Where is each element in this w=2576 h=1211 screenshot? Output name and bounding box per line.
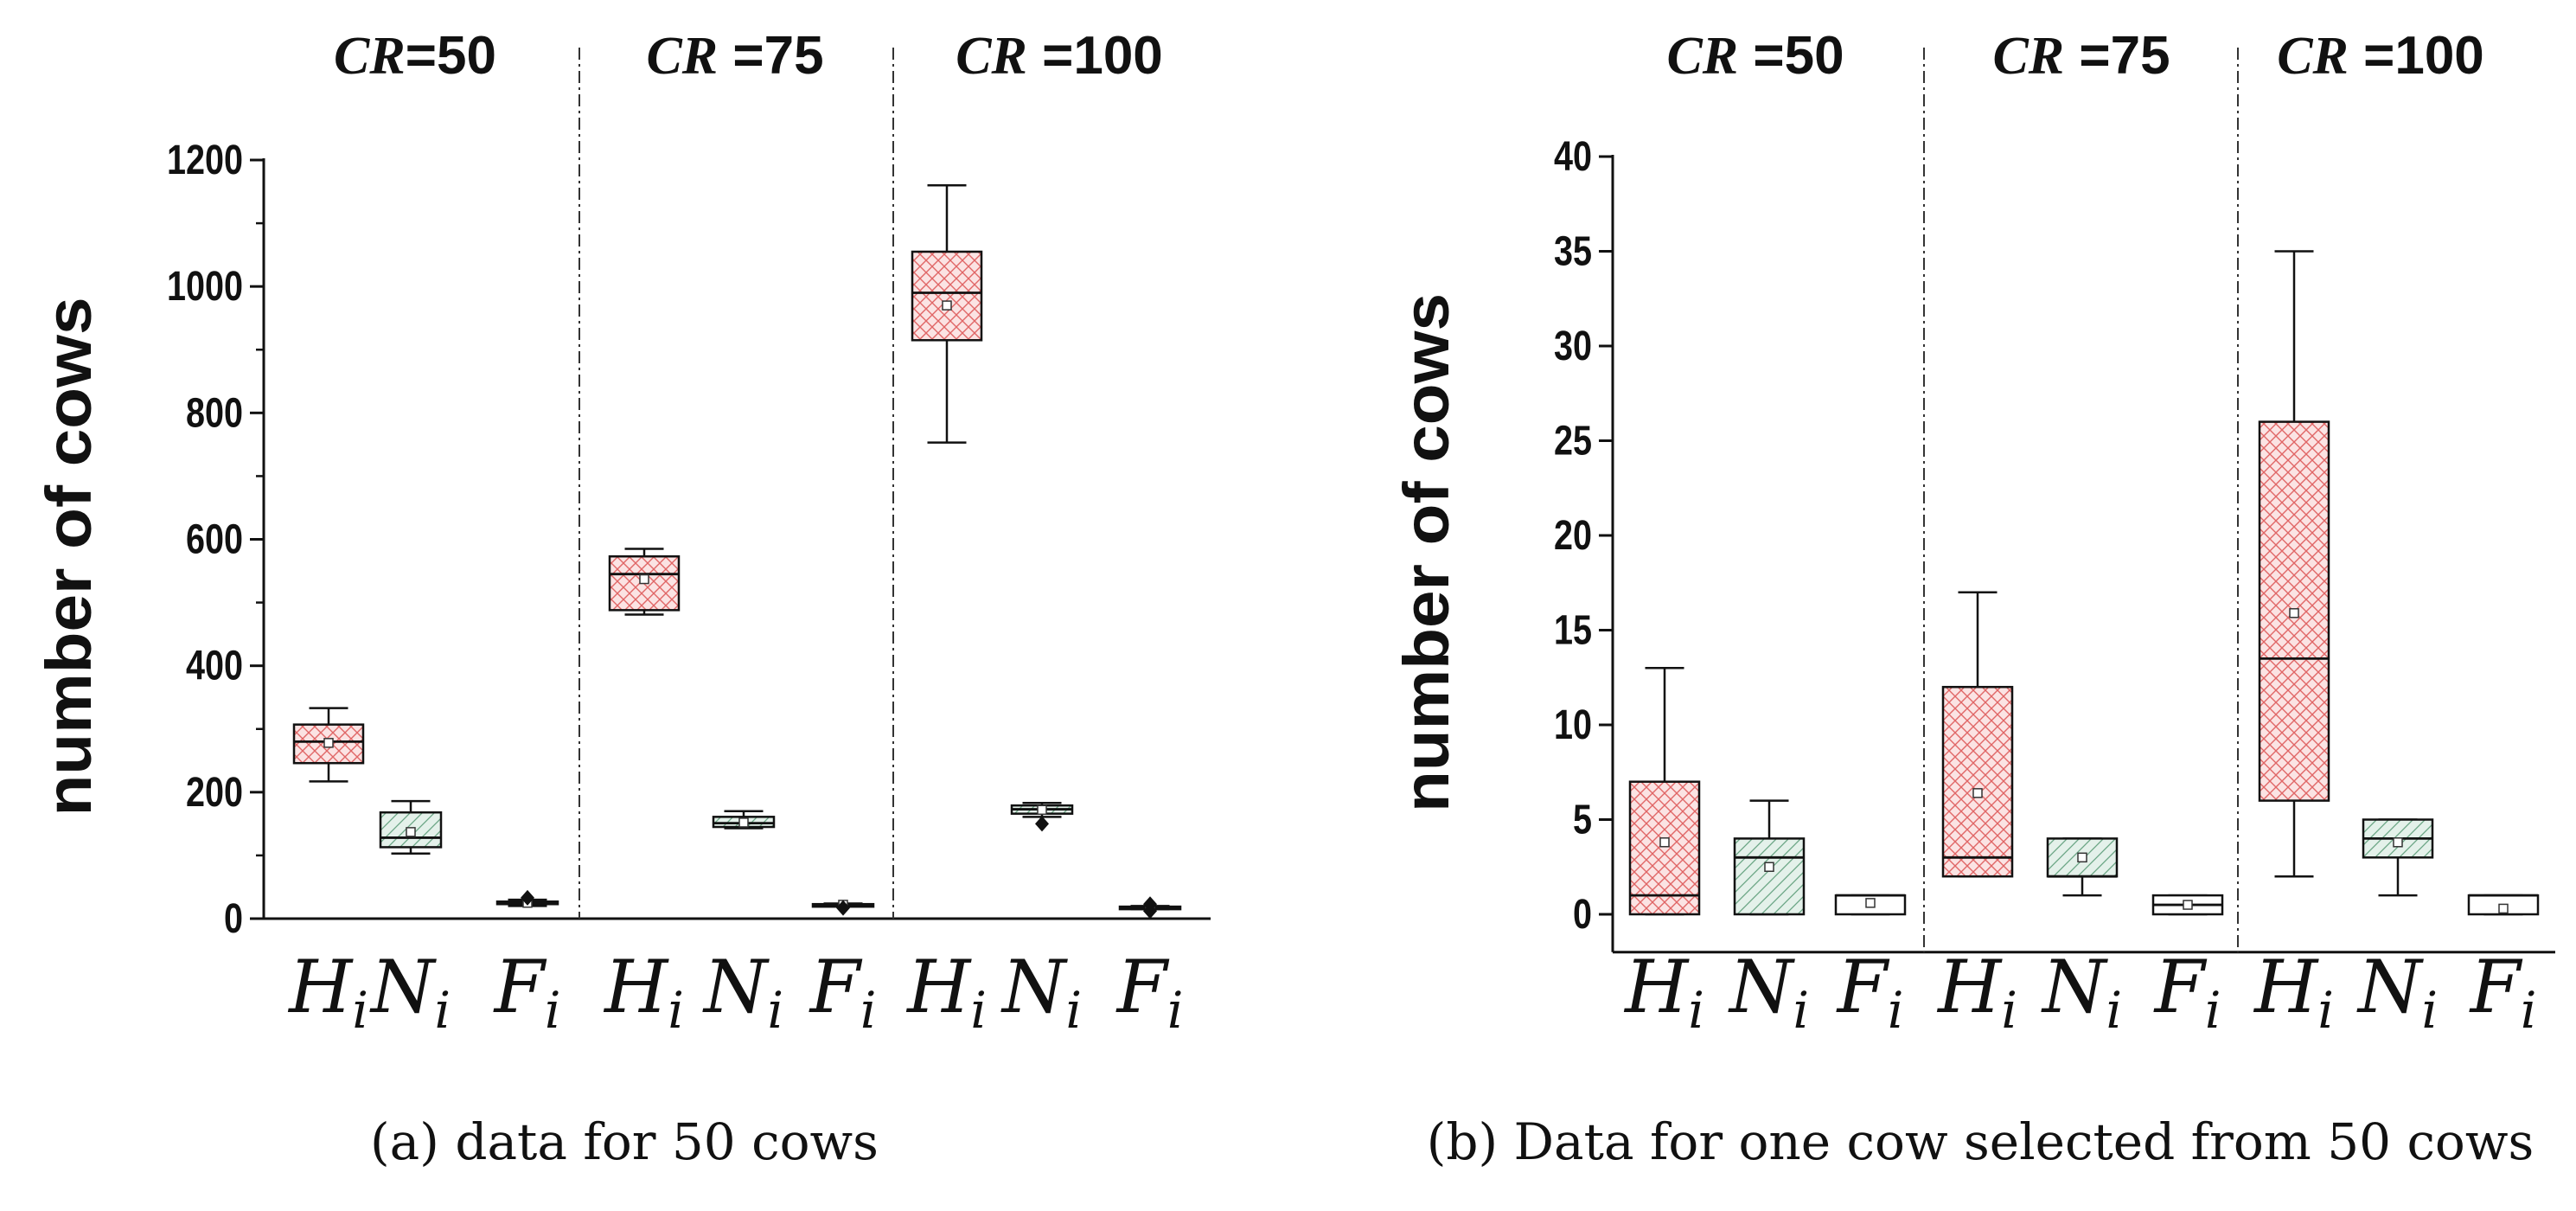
category-label: Fi (493, 945, 561, 1040)
group-label: CR =75 (1992, 26, 2170, 86)
y-axis-label: number of cows (1390, 293, 1462, 812)
y-tick-label: 5 (1573, 798, 1592, 843)
panel-caption: (a) data for 50 cows (370, 1112, 879, 1171)
y-tick-label: 20 (1554, 513, 1592, 559)
chart-panel-b: 0 5 10 15 20 25 30 35 40 number of cows CR =50 CR =… (1390, 26, 2555, 1171)
box-n-group-3 (2362, 818, 2434, 897)
mean-marker (2498, 903, 2509, 914)
y-tick-label: 800 (186, 390, 243, 436)
category-label: Fi (809, 945, 877, 1040)
mean-marker (1972, 788, 1983, 798)
chart-panel-a: 0 200 400 600 800 1000 1200 number of cows CR=50… (33, 26, 1211, 1171)
box-h-group-3 (2258, 250, 2330, 878)
category-label: Ni (369, 945, 451, 1040)
mean-marker (2077, 852, 2087, 863)
y-tick-label: 0 (224, 896, 243, 942)
group-label: CR =75 (646, 26, 823, 86)
mean-marker (2289, 608, 2299, 618)
box-f-group-2 (2151, 894, 2224, 916)
group-label: CR =100 (2277, 26, 2484, 86)
category-label: Fi (1836, 945, 1904, 1040)
y-tick-label: 25 (1554, 419, 1592, 465)
box-n-group-2 (712, 810, 776, 830)
category-label: Hi (2253, 945, 2334, 1040)
mean-marker (738, 817, 749, 828)
box-n-group-3 (1010, 802, 1074, 832)
outlier-point (1143, 903, 1157, 919)
box-n-group-2 (2046, 837, 2119, 897)
group-label: CR =100 (956, 26, 1163, 86)
mean-marker (2183, 900, 2193, 910)
category-label: Hi (905, 945, 987, 1040)
group-label: CR =50 (1666, 26, 1844, 86)
mean-marker (639, 573, 649, 585)
box-f-group-1 (1834, 894, 1907, 916)
outlier-point (836, 900, 850, 916)
mean-marker (2393, 837, 2403, 848)
mean-marker (1659, 837, 1670, 848)
box-f-group-1 (495, 889, 559, 908)
mean-marker (1764, 862, 1774, 872)
box-f-group-3 (1118, 896, 1182, 919)
mean-marker (323, 738, 334, 748)
group-label: CR=50 (334, 26, 496, 86)
category-label: Ni (2356, 945, 2438, 1040)
category-label: Fi (2153, 945, 2221, 1040)
y-axis-label: number of cows (33, 298, 105, 817)
y-tick-label: 1200 (167, 138, 243, 183)
mean-marker (1865, 898, 1876, 908)
category-label: Hi (1623, 945, 1704, 1040)
box-h-group-1 (292, 707, 365, 783)
category-label: Ni (1728, 945, 1809, 1040)
y-tick-label: 200 (186, 770, 243, 816)
y-tick-label: 15 (1554, 608, 1592, 654)
box-iqr (1628, 780, 1701, 916)
y-tick-label: 35 (1554, 229, 1592, 275)
y-tick-label: 400 (186, 644, 243, 689)
category-label: Ni (1000, 945, 1082, 1040)
box-f-group-3 (2467, 894, 2540, 916)
box-n-group-1 (379, 799, 443, 855)
panel-caption: (b) Data for one cow selected from 50 co… (1427, 1112, 2534, 1171)
category-label: Hi (1936, 945, 2017, 1040)
category-label: Hi (287, 945, 368, 1040)
category-label: Hi (603, 945, 684, 1040)
box-f-group-2 (811, 900, 875, 916)
y-tick-label: 40 (1554, 134, 1592, 180)
box-iqr (911, 250, 983, 342)
box-n-group-1 (1733, 799, 1806, 916)
box-h-group-1 (1628, 667, 1701, 916)
category-label: Fi (2469, 945, 2537, 1040)
y-tick-label: 30 (1554, 324, 1592, 369)
box-h-group-2 (608, 548, 681, 616)
y-tick-label: 10 (1554, 702, 1592, 748)
box-iqr (1733, 837, 1806, 916)
outlier-point (521, 889, 534, 906)
mean-marker (406, 827, 416, 837)
mean-marker (942, 300, 952, 311)
box-iqr (1941, 685, 2014, 878)
y-tick-label: 600 (186, 517, 243, 563)
box-h-group-3 (911, 183, 983, 444)
category-label: Fi (1115, 945, 1184, 1040)
outlier-point (1035, 816, 1049, 832)
box-h-group-2 (1941, 591, 2014, 878)
category-label: Ni (2041, 945, 2122, 1040)
mean-marker (1037, 804, 1047, 816)
y-tick-label: 1000 (167, 264, 243, 310)
category-label: Ni (702, 945, 783, 1040)
y-tick-label: 0 (1573, 892, 1592, 938)
